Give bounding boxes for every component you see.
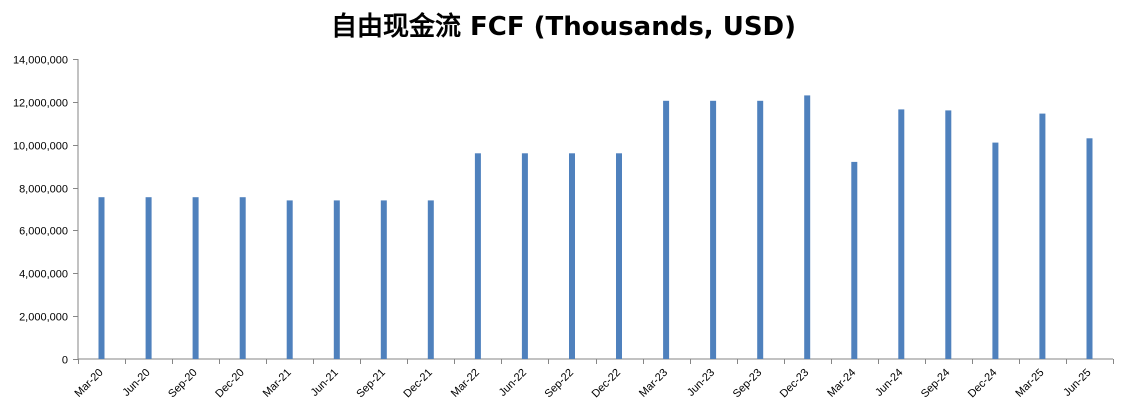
bar-sep-21 xyxy=(380,200,387,359)
bar-dec-24 xyxy=(992,142,999,359)
x-tick-label: Jun-20 xyxy=(120,367,152,399)
x-tick-label: Sep-23 xyxy=(731,367,765,401)
y-tick-label: 14,000,000 xyxy=(13,55,68,67)
y-tick-label: 0 xyxy=(62,355,68,367)
bar-dec-21 xyxy=(427,200,434,359)
x-tick-label: Mar-24 xyxy=(825,367,858,400)
x-axis: Mar-20 Jun-20 Sep-20 Dec-20 Mar-21 Jun-21 Sep-… xyxy=(73,358,1114,401)
bar-jun-21 xyxy=(333,200,340,359)
x-tick-label: Jun-24 xyxy=(873,367,905,399)
bar-sep-20 xyxy=(192,197,199,359)
bar-sep-24 xyxy=(945,110,952,360)
x-tick-label: Dec-23 xyxy=(778,367,812,401)
bar-mar-20 xyxy=(98,197,105,359)
bar-mar-24 xyxy=(851,161,858,359)
x-tick-label: Dec-21 xyxy=(401,367,435,401)
y-tick-label: 8,000,000 xyxy=(19,184,68,196)
x-tick-label: Mar-22 xyxy=(449,367,482,400)
x-tick-label: Mar-25 xyxy=(1013,367,1046,400)
bar-sep-22 xyxy=(569,153,575,359)
bar-mar-25 xyxy=(1039,113,1046,359)
x-tick-label: Sep-21 xyxy=(354,367,388,401)
y-tick-label: 12,000,000 xyxy=(13,98,68,110)
x-tick-label: Sep-24 xyxy=(919,367,953,401)
x-tick-label: Mar-23 xyxy=(637,367,670,400)
bar-mar-21 xyxy=(286,200,293,359)
bar-dec-23 xyxy=(804,95,811,360)
x-tick-label: Jun-25 xyxy=(1061,367,1093,399)
bars-group xyxy=(98,95,1093,360)
x-tick-label: Jun-21 xyxy=(309,367,341,399)
x-tick-label: Jun-22 xyxy=(497,367,529,399)
bar-mar-22 xyxy=(474,153,481,359)
bar-sep-23 xyxy=(757,100,764,360)
bar-mar-23 xyxy=(663,100,670,360)
x-tick-label: Dec-20 xyxy=(213,367,247,401)
x-tick-label: Dec-24 xyxy=(966,367,1000,401)
bar-jun-20 xyxy=(145,197,152,359)
bar-dec-20 xyxy=(239,197,246,359)
y-tick-label: 2,000,000 xyxy=(19,312,68,324)
bar-jun-23 xyxy=(710,100,717,360)
bar-dec-22 xyxy=(616,153,622,359)
x-tick-label: Sep-22 xyxy=(543,367,577,401)
bar-jun-22 xyxy=(521,153,528,359)
y-axis: 0 2,000,000 4,000,000 6,000,000 8,000,000 10,… xyxy=(13,55,79,367)
x-tick-label: Dec-22 xyxy=(590,367,624,401)
x-tick-label: Mar-21 xyxy=(261,367,294,400)
x-tick-label: Mar-20 xyxy=(73,367,106,400)
x-tick-label: Jun-23 xyxy=(685,367,717,399)
x-tick-label: Sep-20 xyxy=(166,367,200,401)
y-tick-label: 4,000,000 xyxy=(19,269,68,281)
chart-title: 自由现金流 FCF (Thousands, USD) xyxy=(330,12,797,42)
bar-jun-25 xyxy=(1086,138,1093,359)
bar-jun-24 xyxy=(898,109,905,360)
y-tick-label: 6,000,000 xyxy=(19,226,68,238)
y-tick-label: 10,000,000 xyxy=(13,141,68,153)
